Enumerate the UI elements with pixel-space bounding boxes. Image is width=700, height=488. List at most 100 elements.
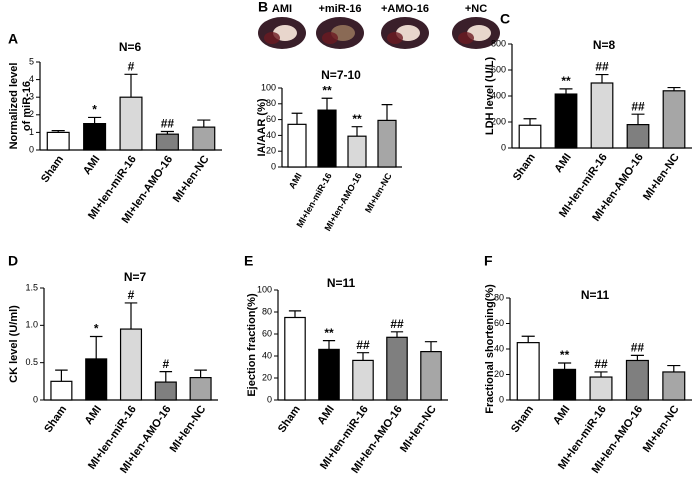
error-bar — [124, 302, 138, 330]
bar — [287, 123, 307, 168]
error-bar — [424, 341, 438, 352]
y-tick-label: 400 — [491, 90, 506, 100]
bar — [46, 131, 70, 151]
x-tick-label: Sham — [509, 403, 536, 435]
image-label: +NC — [465, 3, 487, 15]
significance-mark: * — [94, 322, 99, 336]
x-tick-label: Sham — [42, 403, 69, 435]
bar — [317, 109, 337, 168]
significance-mark: ## — [631, 341, 645, 355]
error-bar — [288, 310, 302, 318]
error-bar — [89, 335, 103, 359]
y-tick-label: 100 — [257, 284, 272, 294]
error-bar — [667, 86, 681, 91]
bar — [553, 368, 577, 401]
x-tick-label: AMI — [83, 404, 104, 427]
chart-title: N=7-10 — [321, 68, 361, 82]
bar — [352, 359, 374, 401]
error-bar — [160, 130, 174, 135]
bar — [284, 316, 306, 401]
x-tick-label: MI+len-NC — [641, 403, 682, 454]
y-tick-label: 0 — [271, 161, 276, 171]
image-label: AMI — [272, 3, 292, 15]
y-tick-label: 600 — [491, 64, 506, 74]
panel-label: D — [8, 253, 18, 269]
error-bar — [521, 335, 535, 343]
y-tick-label: 80 — [266, 98, 276, 108]
error-bar — [390, 331, 404, 338]
bar — [625, 359, 649, 401]
y-tick-label: 0 — [267, 394, 272, 404]
y-tick-label: 0 — [29, 144, 34, 154]
y-axis-label: Fractional shortening(%) — [484, 284, 496, 414]
significance-mark: ## — [594, 357, 608, 371]
x-tick-label: AMI — [551, 404, 572, 427]
y-tick-label: 200 — [491, 116, 506, 126]
image-label: +miR-16 — [318, 3, 361, 15]
error-bar — [322, 340, 336, 350]
y-tick-label: 0.5 — [25, 357, 38, 367]
significance-mark: # — [162, 357, 169, 371]
bar — [589, 376, 613, 401]
y-axis-label: IA/AAR (%) — [256, 98, 268, 156]
y-tick-label: 100 — [261, 82, 276, 92]
error-bar — [55, 369, 68, 382]
error-bar — [51, 130, 65, 133]
panel-label: B — [258, 0, 268, 15]
chart-title: N=11 — [581, 288, 610, 302]
significance-mark: ** — [560, 348, 570, 362]
x-tick-label: Sham — [276, 403, 303, 435]
error-bar — [559, 88, 573, 95]
heart-image — [322, 32, 338, 44]
bar — [85, 358, 108, 401]
significance-mark: ## — [161, 117, 175, 131]
significance-mark: ** — [352, 112, 362, 126]
bar — [590, 82, 614, 149]
bar — [518, 124, 542, 149]
bar — [50, 380, 73, 401]
x-tick-label: MI+len-NC — [641, 151, 682, 202]
error-bar — [523, 118, 537, 126]
y-tick-label: 800 — [491, 38, 506, 48]
y-axis-label: LDH level (U/L) — [484, 57, 496, 136]
y-tick-label: 0 — [499, 394, 504, 404]
error-bar — [159, 371, 173, 383]
bar — [554, 93, 578, 149]
heart-image — [264, 32, 280, 44]
bar — [662, 90, 686, 149]
bar — [155, 133, 179, 151]
x-tick-label: Sham — [511, 151, 538, 183]
error-bar — [351, 126, 363, 137]
y-axis-label: of miR-16 — [21, 81, 33, 131]
bar — [192, 126, 216, 151]
y-tick-label: 60 — [494, 318, 504, 328]
x-tick-label: MI+len-NC — [171, 153, 212, 204]
chart-title: N=11 — [327, 276, 356, 290]
y-tick-label: 0 — [501, 142, 506, 152]
error-bar — [631, 113, 645, 125]
bar — [318, 348, 340, 401]
error-bar — [88, 116, 102, 124]
significance-mark: ** — [324, 326, 334, 340]
error-bar — [630, 354, 644, 361]
heart-image — [387, 32, 403, 44]
y-tick-label: 40 — [262, 350, 272, 360]
bar — [516, 342, 540, 401]
x-tick-label: MI+len-NC — [168, 403, 209, 454]
error-bar — [381, 103, 393, 121]
error-bar — [321, 97, 333, 111]
significance-mark: ** — [561, 74, 571, 88]
bar — [119, 328, 143, 401]
y-axis-label: Ejection fraction(%) — [246, 293, 258, 397]
image-label: +AMO-16 — [381, 3, 429, 15]
significance-mark: ## — [631, 99, 645, 113]
y-tick-label: 4 — [29, 74, 34, 84]
y-tick-label: 40 — [494, 343, 504, 353]
y-tick-label: 20 — [266, 146, 276, 156]
chart-title: N=7 — [124, 270, 147, 284]
panel-label: C — [500, 11, 510, 27]
x-tick-label: MI+len-NC — [363, 171, 394, 215]
y-axis-label: CK level (U/ml) — [8, 305, 20, 383]
